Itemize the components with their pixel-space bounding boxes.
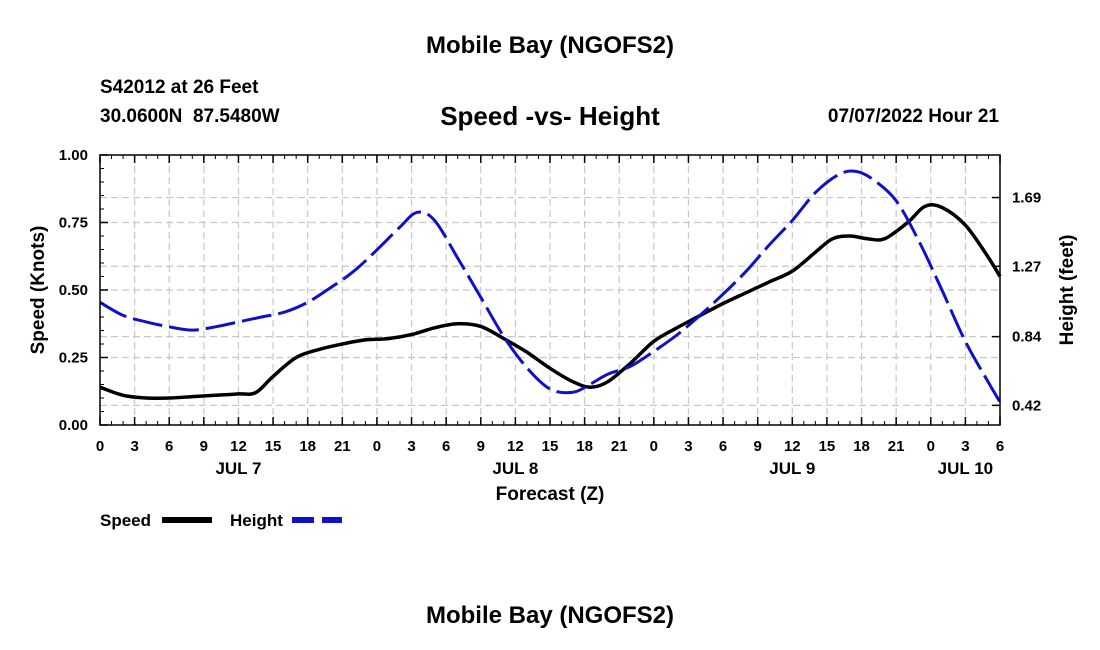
x-axis-label: Forecast (Z) <box>496 484 605 505</box>
x-tick-label: 18 <box>576 438 593 455</box>
grid-layer <box>100 155 1000 425</box>
x-tick-label: 12 <box>230 438 247 455</box>
x-tick-label: 21 <box>611 438 628 455</box>
y-tick-label: 0.75 <box>59 215 88 232</box>
x-tick-label: 6 <box>165 438 173 455</box>
day-label: JUL 8 <box>492 459 538 478</box>
x-tick-label: 6 <box>719 438 727 455</box>
day-label: JUL 10 <box>938 459 993 478</box>
footer-title: Mobile Bay (NGOFS2) <box>425 602 675 629</box>
x-tick-label: 0 <box>373 438 381 455</box>
legend-label-height: Height <box>230 511 283 530</box>
y2-tick-label: 1.27 <box>1012 258 1041 275</box>
x-tick-label: 12 <box>784 438 801 455</box>
x-tick-label: 0 <box>96 438 104 455</box>
y-tick-label: 1.00 <box>59 147 88 164</box>
x-tick-label: 21 <box>334 438 351 455</box>
x-tick-label: 0 <box>927 438 935 455</box>
x-tick-label: 15 <box>265 438 282 455</box>
series-layer <box>99 169 1002 403</box>
legend: Speed Height <box>100 511 342 530</box>
x-tick-label: 15 <box>819 438 836 455</box>
y2-axis-label: Height (feet) <box>1057 235 1078 346</box>
x-tick-label: 21 <box>888 438 905 455</box>
x-tick-label: 9 <box>754 438 762 455</box>
coordinates-label: 30.0600N 87.5480W <box>100 106 280 127</box>
chart-subtitle: Speed -vs- Height <box>440 101 660 131</box>
day-label: JUL 7 <box>215 459 261 478</box>
y2-tick-label: 0.84 <box>1012 329 1042 346</box>
legend-label-speed: Speed <box>100 511 151 530</box>
day-label: JUL 9 <box>769 459 815 478</box>
y-axis-label: Speed (Knots) <box>28 226 49 355</box>
chart-main-title: Mobile Bay (NGOFS2) <box>425 32 675 59</box>
x-tick-label: 0 <box>650 438 658 455</box>
station-label: S42012 at 26 Feet <box>100 77 259 98</box>
axis-layer: 0 3 6 9 12 15 18 21 0 3 6 9 12 15 18 21 0 3 6 9 12 15 18 21 0 3 6J… <box>28 147 1078 505</box>
x-tick-label: 18 <box>853 438 870 455</box>
x-tick-label: 3 <box>407 438 415 455</box>
x-tick-label: 6 <box>996 438 1004 455</box>
x-tick-label: 12 <box>507 438 524 455</box>
y-tick-label: 0.50 <box>59 282 88 299</box>
y-tick-label: 0.00 <box>59 417 88 434</box>
x-tick-label: 15 <box>542 438 559 455</box>
x-tick-label: 6 <box>442 438 450 455</box>
x-tick-label: 9 <box>477 438 485 455</box>
y2-tick-label: 0.42 <box>1012 397 1041 414</box>
x-tick-label: 3 <box>684 438 692 455</box>
x-tick-label: 3 <box>961 438 969 455</box>
x-tick-label: 3 <box>130 438 138 455</box>
y-tick-label: 0.25 <box>59 350 88 367</box>
series-line-speed <box>99 203 1002 400</box>
x-tick-label: 18 <box>299 438 316 455</box>
series-line-height <box>99 169 1002 403</box>
x-tick-label: 9 <box>200 438 208 455</box>
y2-tick-label: 1.69 <box>1012 190 1041 207</box>
forecast-timestamp: 07/07/2022 Hour 21 <box>827 106 999 127</box>
